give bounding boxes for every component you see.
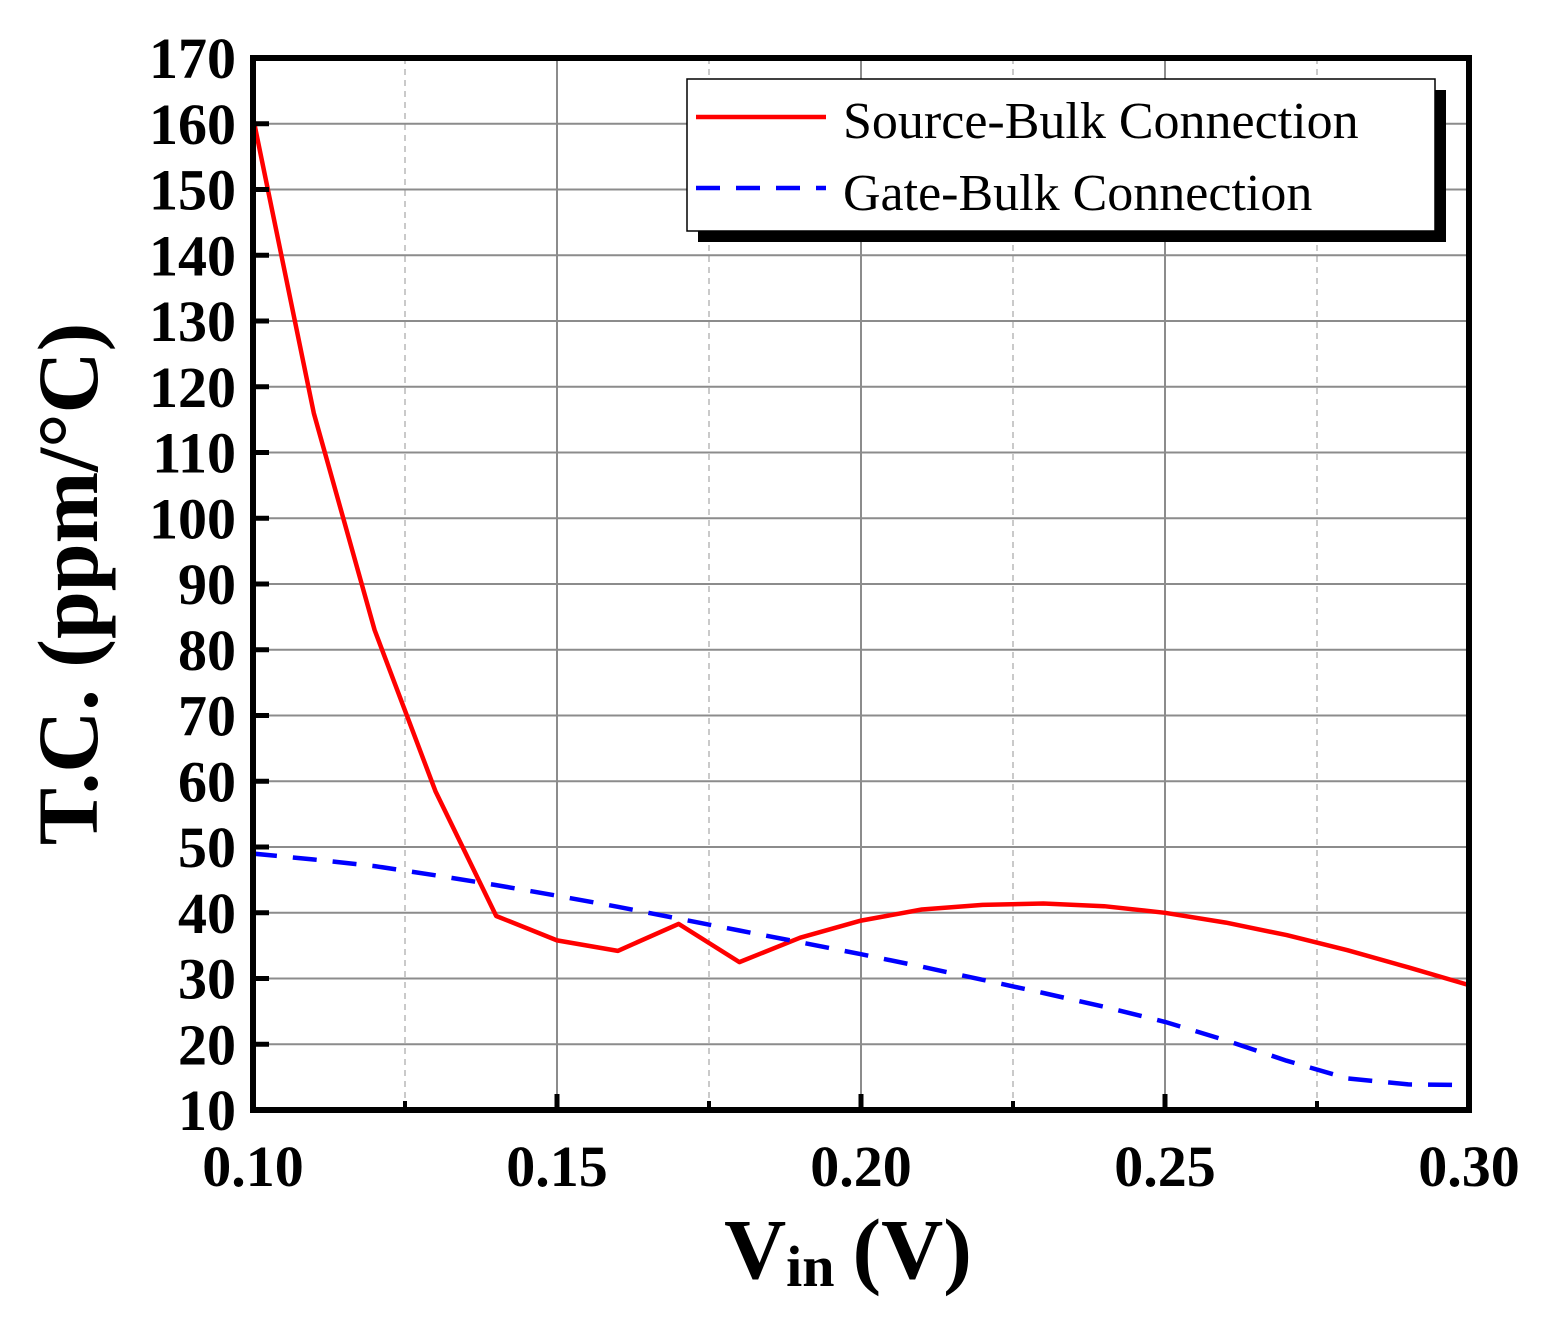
y-tick-label: 90 bbox=[178, 552, 236, 617]
x-tick-labels: 0.10 0.15 0.20 0.25 0.30 bbox=[202, 1134, 1520, 1199]
y-tick-label: 30 bbox=[178, 947, 236, 1012]
y-tick-label: 10 bbox=[178, 1078, 236, 1143]
x-axis-title: Vin (V) bbox=[724, 1201, 972, 1299]
data-lines bbox=[250, 116, 1470, 1088]
y-tick-label: 130 bbox=[149, 289, 236, 354]
y-tick-labels: 1020304050607080901001101201301401501601… bbox=[149, 26, 236, 1143]
y-tick-label: 110 bbox=[152, 421, 236, 486]
y-tick-label: 100 bbox=[149, 486, 236, 551]
y-tick-label: 160 bbox=[149, 92, 236, 157]
series-line-gate-bulk bbox=[252, 851, 1470, 1088]
legend-label-gate-bulk: Gate-Bulk Connection bbox=[843, 165, 1312, 222]
x-axis-title-subscript: in bbox=[786, 1234, 834, 1299]
y-tick-label: 80 bbox=[178, 618, 236, 683]
y-tick-label: 170 bbox=[149, 26, 236, 91]
x-tick-label: 0.10 bbox=[202, 1134, 304, 1199]
y-tick-label: 70 bbox=[178, 684, 236, 749]
x-tick-label: 0.15 bbox=[506, 1134, 608, 1199]
x-axis-title-var: V bbox=[724, 1201, 786, 1297]
axis-ticks bbox=[250, 55, 1472, 1113]
x-tick-label: 0.20 bbox=[810, 1134, 912, 1199]
legend: Source-Bulk Connection Gate-Bulk Connect… bbox=[686, 78, 1446, 242]
y-tick-label: 40 bbox=[178, 881, 236, 946]
y-tick-label: 50 bbox=[178, 815, 236, 880]
series-line-source-bulk bbox=[250, 116, 1470, 988]
x-axis-title-unit: (V) bbox=[853, 1201, 972, 1297]
legend-box bbox=[686, 78, 1436, 232]
x-tick-label: 0.30 bbox=[1418, 1134, 1520, 1199]
x-tick-label: 0.25 bbox=[1114, 1134, 1216, 1199]
y-tick-label: 20 bbox=[178, 1012, 236, 1077]
y-tick-label: 120 bbox=[149, 355, 236, 420]
y-tick-label: 140 bbox=[149, 223, 236, 288]
y-tick-label: 150 bbox=[149, 158, 236, 223]
legend-label-source-bulk: Source-Bulk Connection bbox=[843, 93, 1359, 150]
y-tick-label: 60 bbox=[178, 749, 236, 814]
y-axis-title: T.C. (ppm/°C) bbox=[20, 323, 116, 846]
